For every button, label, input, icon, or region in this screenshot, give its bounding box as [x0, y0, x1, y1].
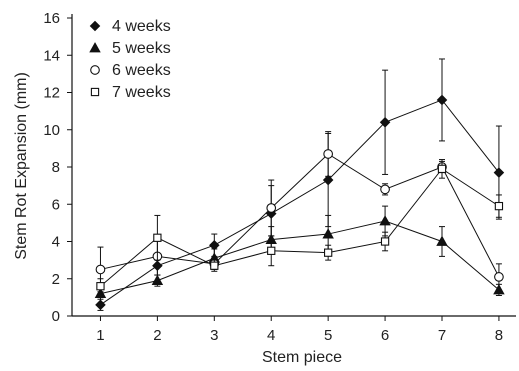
legend-marker	[91, 88, 98, 95]
legend-label: 6 weeks	[112, 62, 171, 79]
legend-item: 5 weeks	[90, 40, 171, 57]
x-tick-label: 6	[381, 327, 389, 344]
series-line	[100, 100, 498, 305]
x-tick-label: 8	[495, 327, 503, 344]
legend-item: 4 weeks	[91, 18, 171, 35]
data-point	[153, 276, 163, 285]
data-point	[268, 247, 275, 254]
data-point	[324, 150, 333, 159]
y-tick-label: 16	[43, 10, 60, 27]
data-point	[325, 249, 332, 256]
y-tick-label: 4	[52, 234, 60, 251]
data-point	[495, 203, 502, 210]
y-tick-label: 10	[43, 122, 60, 139]
legend-label: 5 weeks	[112, 40, 171, 57]
data-point	[381, 238, 388, 245]
data-point	[438, 95, 447, 104]
legend-marker	[90, 43, 100, 52]
y-tick-label: 12	[43, 85, 60, 102]
x-tick-label: 2	[153, 327, 161, 344]
legend-marker	[91, 22, 100, 31]
x-tick-label: 5	[324, 327, 332, 344]
legend-item: 6 weeks	[91, 62, 171, 79]
series-line	[100, 169, 498, 286]
y-tick-label: 0	[52, 308, 60, 325]
y-tick-label: 14	[43, 47, 60, 64]
x-tick-label: 3	[210, 327, 218, 344]
x-axis-label: Stem piece	[262, 349, 342, 366]
legend: 4 weeks 5 weeks 6 weeks 7 weeks	[90, 18, 171, 101]
y-tick-label: 2	[52, 271, 60, 288]
y-axis-label: Stem Rot Expansion (mm)	[13, 72, 30, 260]
data-point	[210, 241, 219, 250]
data-point	[97, 283, 104, 290]
data-point	[267, 204, 276, 213]
legend-item: 7 weeks	[91, 84, 170, 101]
legend-marker	[91, 66, 100, 75]
data-point	[495, 273, 504, 282]
legend-label: 7 weeks	[112, 84, 171, 101]
data-point	[381, 185, 390, 194]
x-tick-label: 4	[267, 327, 275, 344]
data-point	[494, 168, 503, 177]
data-point	[96, 265, 105, 274]
y-tick-label: 8	[52, 159, 60, 176]
data-point	[438, 165, 445, 172]
legend-label: 4 weeks	[112, 18, 171, 35]
y-tick-label: 6	[52, 196, 60, 213]
data-point	[437, 237, 447, 246]
data-point	[154, 234, 161, 241]
x-tick-label: 7	[438, 327, 446, 344]
data-point	[380, 216, 390, 225]
series-6-weeks	[96, 132, 503, 292]
x-tick-label: 1	[96, 327, 104, 344]
data-point	[211, 262, 218, 269]
